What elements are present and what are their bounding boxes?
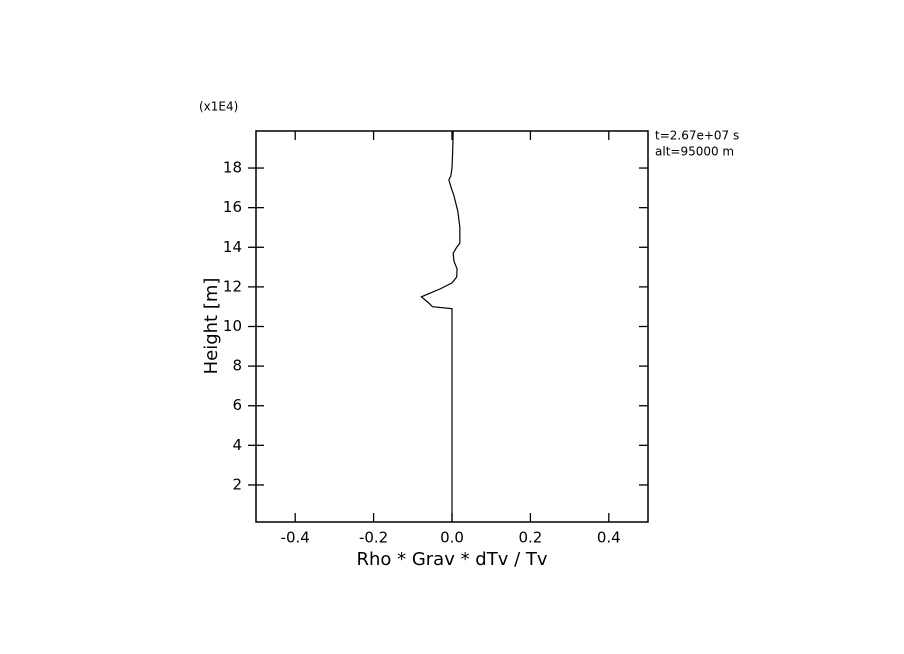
y-tick-label: 10	[223, 317, 242, 335]
multiplier-label: (x1E4)	[199, 100, 238, 114]
y-tick-label: 14	[223, 238, 242, 256]
annotation: t=2.67e+07 s	[655, 129, 739, 143]
x-tick-label: -0.2	[359, 529, 388, 547]
x-tick-label: 0.4	[597, 529, 621, 547]
x-tick-label: 0.0	[440, 529, 464, 547]
x-tick-label: -0.4	[281, 529, 310, 547]
y-tick-label: 8	[232, 357, 242, 375]
data-line	[420, 130, 461, 522]
x-axis-label: Rho * Grav * dTv / Tv	[356, 549, 547, 570]
y-tick-label: 6	[232, 396, 242, 414]
y-tick-label: 16	[223, 198, 242, 216]
y-tick-label: 2	[232, 475, 242, 493]
x-tick-label: 0.2	[518, 529, 542, 547]
y-tick-label: 12	[223, 277, 242, 295]
y-axis-label: Height [m]	[201, 278, 222, 375]
annotation: alt=95000 m	[655, 145, 734, 159]
y-tick-label: 4	[232, 436, 242, 454]
y-tick-label: 18	[223, 159, 242, 177]
